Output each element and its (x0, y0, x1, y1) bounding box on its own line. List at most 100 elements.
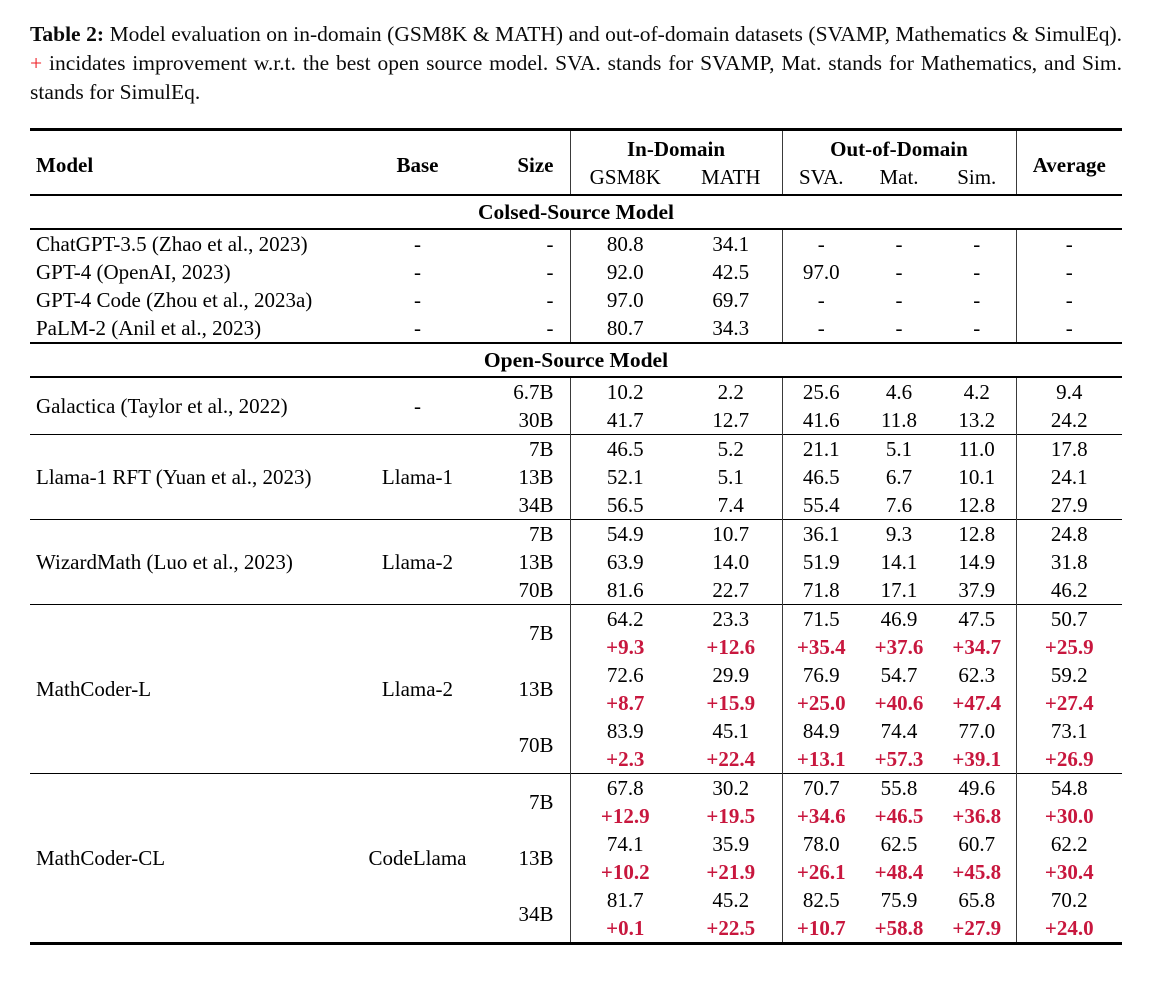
improvement-cell: +48.4 (874, 860, 924, 884)
score-cell: 4.6 (885, 380, 913, 404)
size-cell: 34B (485, 886, 571, 942)
score-cell: 17.8 (1016, 434, 1122, 463)
size-cell: - (485, 229, 571, 258)
col-header-model: Model (36, 152, 94, 177)
improvement-cell: +15.9 (680, 689, 783, 717)
improvement-cell: +39.1 (938, 745, 1017, 774)
score-cell: 24.2 (1050, 408, 1088, 432)
score-cell: 2.2 (680, 377, 783, 406)
col-group-out-of-domain: Out-of-Domain (782, 131, 1017, 163)
score-cell: 82.5 (802, 888, 840, 912)
base-cell: Llama-1 (350, 434, 485, 520)
improvement-cell: +25.9 (1044, 635, 1094, 659)
score-cell: 7.4 (680, 491, 783, 520)
score-cell: - (895, 260, 903, 284)
model-cell: PaLM-2 (Anil et al., 2023) (36, 316, 262, 340)
model-score-row: 30B 41.7 12.7 41.6 11.8 13.2 24.2 (30, 406, 1122, 435)
col-header-simuleq: Sim. (938, 163, 1017, 195)
caption-label: Table 2: (30, 22, 105, 46)
score-cell: 46.5 (570, 434, 680, 463)
score-cell: 55.4 (802, 493, 840, 517)
improvement-cell: +37.6 (874, 635, 924, 659)
score-cell: 62.5 (880, 832, 918, 856)
base-cell: - (414, 394, 421, 418)
score-cell: 24.8 (1016, 519, 1122, 548)
score-cell: 67.8 (570, 773, 680, 802)
score-cell: 80.7 (606, 316, 644, 340)
score-cell: 11.8 (881, 408, 917, 432)
size-cell: 13B (485, 830, 571, 886)
model-cell: Galactica (Taylor et al., 2022) (36, 394, 288, 418)
score-cell: 12.8 (938, 491, 1017, 520)
model-score-row: 13B 72.6 29.9 76.9 54.7 62.3 59.2 (30, 661, 1122, 717)
size-cell: - (485, 286, 571, 314)
score-cell: 46.9 (860, 604, 938, 633)
score-cell: 10.1 (938, 463, 1017, 491)
improvement-cell: +46.5 (874, 804, 924, 828)
model-score-row: 34B 56.5 7.4 55.4 7.6 12.8 27.9 (30, 491, 1122, 520)
size-cell: 7B (485, 773, 571, 830)
model-score-row: Llama-1 RFT (Yuan et al., 2023) Llama-1 7B… (30, 434, 1122, 520)
improvement-cell: +8.7 (606, 691, 645, 715)
improvement-cell: +21.9 (680, 858, 783, 886)
table-top-rule (30, 128, 1122, 131)
model-score-row: WizardMath (Luo et al., 2023) Llama-2 7B 54… (30, 519, 1122, 605)
score-cell: 5.2 (680, 434, 783, 463)
model-score-row: 13B 74.1 35.9 78.0 62.5 60.7 62.2 (30, 830, 1122, 886)
score-cell: 54.7 (880, 663, 918, 687)
score-cell: 46.2 (1050, 578, 1088, 602)
improvement-cell: +57.3 (874, 747, 924, 771)
improvement-cell: +34.7 (938, 633, 1017, 661)
improvement-cell: +36.8 (938, 802, 1017, 830)
score-cell: 41.6 (802, 408, 840, 432)
score-cell: 24.1 (1050, 465, 1088, 489)
size-cell: 6.7B (485, 377, 571, 406)
score-cell: 12.8 (938, 519, 1017, 548)
model-cell: GPT-4 (OpenAI, 2023) (36, 260, 231, 284)
score-cell: 70.2 (1050, 888, 1088, 912)
score-cell: 62.2 (1050, 832, 1088, 856)
improvement-cell: +9.3 (606, 635, 645, 659)
score-cell: 72.6 (606, 663, 644, 687)
improvement-cell: +30.0 (1044, 804, 1094, 828)
col-header-svamp: SVA. (798, 165, 844, 189)
score-cell: 25.6 (802, 380, 840, 404)
caption-plus-sign: + (30, 51, 43, 75)
improvement-cell: +47.4 (938, 689, 1017, 717)
header-row-datasets: GSM8K MATH SVA. Mat. Sim. (30, 163, 1122, 195)
score-cell: 45.1 (680, 717, 783, 745)
table-body: Colsed-Source Model ChatGPT-3.5 (Zhao et … (30, 194, 1122, 942)
size-cell: 13B (485, 661, 571, 717)
score-cell: 11.0 (938, 434, 1017, 463)
score-cell: 51.9 (802, 550, 840, 574)
improvement-cell: +45.8 (938, 858, 1017, 886)
score-cell: 34.1 (680, 229, 783, 258)
score-cell: 49.6 (938, 773, 1017, 802)
improvement-cell: +58.8 (874, 916, 924, 940)
model-cell: GPT-4 Code (Zhou et al., 2023a) (36, 288, 313, 312)
improvement-cell: +26.1 (796, 860, 846, 884)
score-cell: 13.2 (938, 406, 1017, 435)
section-title-row: Open-Source Model (30, 342, 1122, 378)
score-cell: 10.2 (606, 380, 644, 404)
score-cell: 70.7 (782, 773, 860, 802)
model-cell: Llama-1 RFT (Yuan et al., 2023) (30, 434, 350, 520)
base-cell: - (414, 232, 421, 256)
score-cell: 59.2 (1050, 663, 1088, 687)
score-cell: 55.8 (860, 773, 938, 802)
score-cell: 12.7 (680, 406, 783, 435)
score-cell: 14.0 (680, 548, 783, 576)
score-cell: 27.9 (1050, 493, 1088, 517)
section-title-row: Colsed-Source Model (30, 194, 1122, 230)
score-cell: 64.2 (570, 604, 680, 633)
score-cell: 17.1 (880, 578, 918, 602)
col-header-average: Average (1032, 152, 1106, 177)
section-title: Open-Source Model (30, 342, 1122, 378)
score-cell: 75.9 (880, 888, 918, 912)
model-score-row: 70B 83.9 45.1 84.9 74.4 77.0 73.1 (30, 717, 1122, 774)
score-cell: 9.4 (1056, 380, 1083, 404)
model-score-row: MathCoder-L Llama-2 7B 64.2 23.3 71.5 46.9 47.5… (30, 604, 1122, 774)
score-cell: 23.3 (680, 604, 783, 633)
size-cell: 7B (485, 604, 571, 661)
score-cell: 21.1 (782, 434, 860, 463)
